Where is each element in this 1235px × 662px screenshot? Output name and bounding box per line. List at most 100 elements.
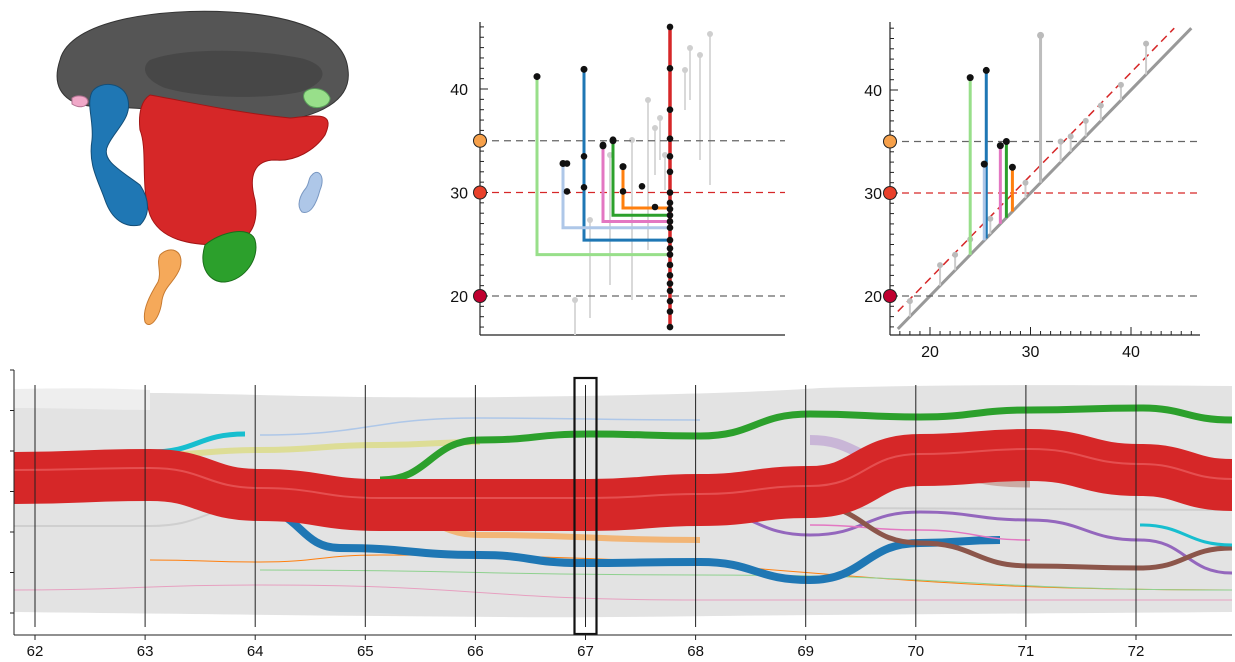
dendrogram-node [563,188,571,195]
dendrogram-merge-node [666,23,674,31]
flow-track-purple [699,508,1233,575]
persistence-gray-point [1097,102,1104,109]
persistence-y-tick-label: 40 [864,83,882,100]
dendrogram-merge-node [666,199,674,207]
persistence-point-pink [996,142,1004,150]
dendrogram-merge-node [666,218,674,225]
dendrogram-node [619,188,627,195]
pink-mesh-region [71,95,89,108]
dendrogram-merge-node [666,245,674,252]
flow-x-tick-label: 63 [137,643,154,660]
persistence-gray-point [937,262,944,269]
dendrogram-gray-node [652,125,658,131]
dendrogram-merge-node [666,251,674,258]
persistence-x-tick-label: 20 [921,344,939,361]
dendrogram-merge-node [666,323,674,331]
dendrogram-merge-node [666,189,674,196]
lightblue-mesh-region [298,171,323,214]
dendrogram-node [619,163,627,170]
dendrogram-threshold-marker [473,289,487,303]
dendrogram-branch-orange [621,166,670,210]
dendrogram-merge-node [666,287,674,295]
dendrogram-branch-lightgreen [535,76,670,257]
persistence-gray-point [952,251,959,258]
persistence-point-gray [1037,31,1045,39]
dendrogram-gray-node [687,45,693,51]
dendrogram-merge-node [666,297,674,305]
flow-highlight-box [573,376,598,636]
dendrogram-node [563,160,571,167]
dendrogram-gray-node [645,97,651,103]
persistence-x-tick-label: 30 [1022,344,1040,361]
persistence-threshold-marker [883,186,897,200]
flow-track-cyan-right [1139,523,1233,547]
flow-x-tick-label: 64 [247,643,264,660]
green-mesh-region [202,231,257,283]
flow-track-red-main [13,428,1233,532]
dendrogram-threshold-marker [473,185,487,200]
flow-x-tick-label: 72 [1128,643,1145,660]
flow-track-yellow [149,439,481,458]
dendrogram-node [638,182,646,190]
flow-track-brown [809,502,1233,571]
persistence-y-tick-label: 30 [864,186,882,203]
persistence-threshold-marker [883,289,897,303]
flow-track-thin-lightblue [259,417,701,436]
persistence-gray-point [1117,81,1124,88]
persistence-point-blue [982,66,990,74]
persistence-gray-point [1067,133,1074,140]
blue-mesh-region [89,84,148,227]
dendrogram-y-tick-label: 20 [450,289,468,306]
flow-x-tick-label: 71 [1018,643,1035,660]
dendrogram-gray-node [657,115,663,121]
flow-x-tick-label: 65 [357,643,374,660]
dendrogram-merge-node [666,236,674,244]
dendrogram-branch-blue [582,69,670,242]
dendrogram-birth-node [580,65,588,73]
dendrogram-merge-node [666,280,674,287]
dendrogram-y-tick-label: 40 [450,82,468,99]
persistence-point-green [1002,138,1010,145]
dendrogram-node [599,141,607,149]
persistence-gray-point [987,215,994,222]
dendrogram-merge-node [666,65,674,72]
dendrogram-merge-node [666,308,674,315]
flow-x-tick-label: 68 [687,643,704,660]
dendrogram-y-tick-label: 30 [450,186,468,203]
dendrogram-gray-node [697,52,703,58]
dendrogram-gray-node [587,217,593,223]
flow-x-tick-label: 70 [907,643,924,660]
persistence-gray-point [1082,117,1089,124]
dendrogram-merge-node [666,261,674,269]
gray-mesh-shadow [145,50,323,97]
orange-mesh-region [143,249,182,325]
dendrogram-gray-node [682,67,688,73]
dendrogram-node [651,203,659,211]
dendrogram-merge-node [666,168,674,176]
dendrogram-node [580,184,588,191]
flow-track-thin-pink [13,584,1232,601]
persistence-diagonal [896,27,1193,331]
persistence-gray-point [906,298,913,305]
dendrogram-merge-node [666,224,674,231]
flow-x-tick-label: 62 [27,643,44,660]
dendrogram-node [580,152,588,160]
persistence-offset-line [897,27,1175,312]
flow-x-tick-label: 67 [577,643,594,660]
dendrogram-merge-node [666,211,674,219]
dendrogram-gray-node [707,31,713,37]
flow-track-pink [809,524,1031,541]
flow-background-top [14,388,150,410]
dendrogram-gray-node [662,152,668,158]
dendrogram-gray-node [629,137,635,143]
dendrogram-merge-node [666,272,674,279]
persistence-y-tick-label: 20 [864,289,882,306]
persistence-gray-point [1057,138,1064,145]
flow-track-green [379,404,1233,484]
dendrogram-merge-node [666,106,674,113]
flow-x-tick-label: 66 [467,643,484,660]
tracking-flow-chart: 62 63 64 65 66 67 68 69 70 71 72 [10,369,1233,660]
lightgreen-mesh-region [303,88,331,109]
flow-x-tick-label: 69 [797,643,814,660]
dendrogram-merge-node [666,135,674,142]
